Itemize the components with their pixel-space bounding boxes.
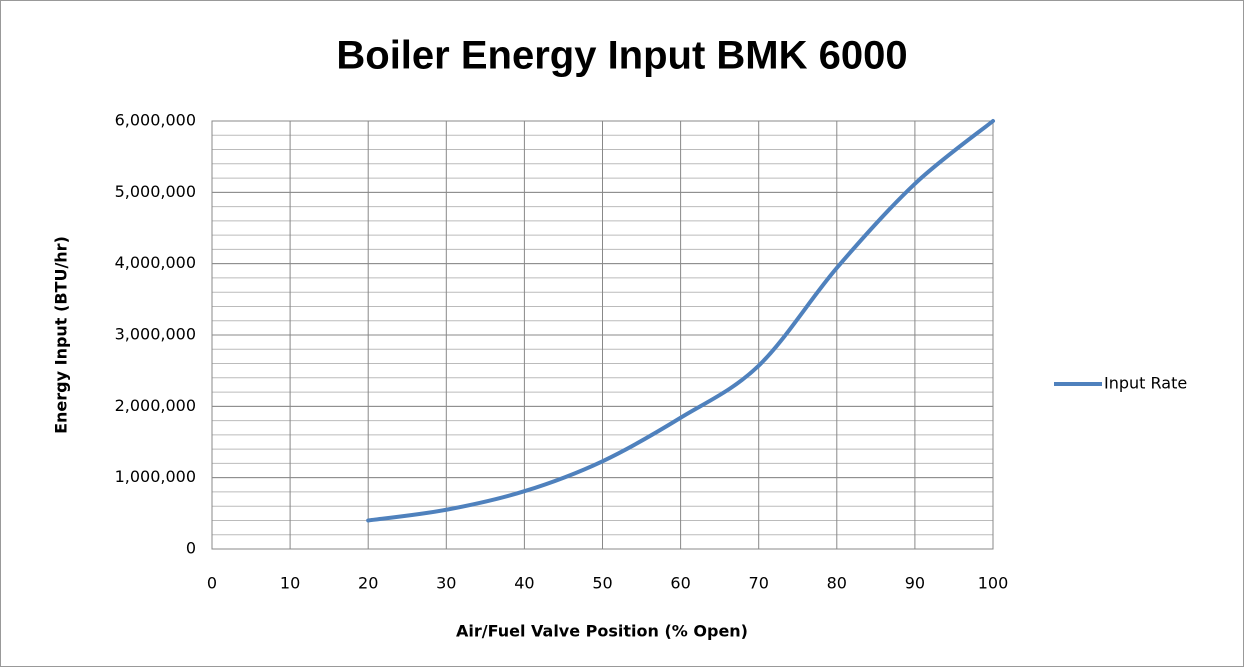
plot-border (211, 120, 994, 550)
y-axis-label: Energy Input (BTU/hr) (52, 236, 71, 434)
x-tick-label: 90 (905, 574, 925, 593)
x-axis-label: Air/Fuel Valve Position (% Open) (456, 622, 748, 641)
x-tick-label: 20 (358, 574, 378, 593)
x-tick-label: 100 (978, 574, 1009, 593)
y-tick-label: 0 (186, 539, 196, 558)
x-tick-label: 80 (827, 574, 847, 593)
y-tick-label: 1,000,000 (115, 467, 196, 486)
x-tick-label: 60 (670, 574, 690, 593)
x-tick-label: 30 (436, 574, 456, 593)
y-tick-label: 5,000,000 (115, 182, 196, 201)
legend-label: Input Rate (1104, 374, 1187, 393)
x-tick-label: 0 (207, 574, 217, 593)
x-tick-label: 70 (749, 574, 769, 593)
x-tick-label: 40 (514, 574, 534, 593)
x-tick-label: 10 (280, 574, 300, 593)
chart-title: Boiler Energy Input BMK 6000 (336, 34, 907, 78)
y-tick-label: 6,000,000 (115, 111, 196, 130)
x-tick-label: 50 (592, 574, 612, 593)
y-tick-label: 4,000,000 (115, 253, 196, 272)
data-line (366, 119, 995, 523)
y-tick-label: 3,000,000 (115, 325, 196, 344)
y-tick-label: 2,000,000 (115, 396, 196, 415)
